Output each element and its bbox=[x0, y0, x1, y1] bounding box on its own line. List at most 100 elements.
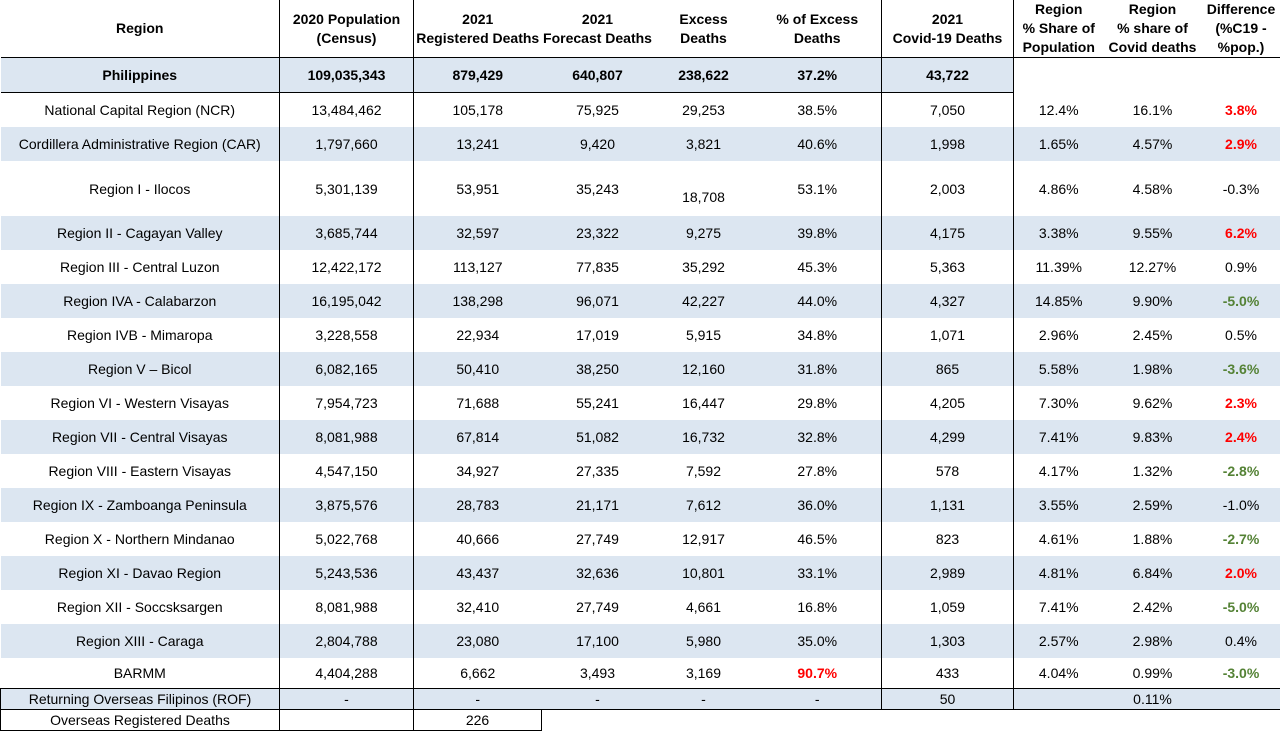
share-population: 4.04% bbox=[1014, 658, 1104, 689]
blank-2 bbox=[654, 710, 754, 731]
forecast-deaths: 27,749 bbox=[542, 590, 654, 624]
pct-excess: 44.0% bbox=[754, 284, 882, 318]
difference: 2.9% bbox=[1202, 127, 1280, 161]
covid-deaths: 1,071 bbox=[882, 318, 1014, 352]
share-covid: 12.27% bbox=[1104, 250, 1202, 284]
blank-7 bbox=[1202, 710, 1280, 731]
covid-deaths: 1,998 bbox=[882, 127, 1014, 161]
header-difference: Difference(%C19 -%pop.) bbox=[1202, 0, 1280, 58]
share-covid: 9.83% bbox=[1104, 420, 1202, 454]
difference: -5.0% bbox=[1202, 284, 1280, 318]
difference: 2.0% bbox=[1202, 556, 1280, 590]
share-population: 2.57% bbox=[1014, 624, 1104, 658]
forecast-deaths: 17,019 bbox=[542, 318, 654, 352]
registered-deaths: 32,410 bbox=[414, 590, 542, 624]
excess-deaths: 7,612 bbox=[654, 488, 754, 522]
blank-5 bbox=[1014, 710, 1104, 731]
registered-deaths: 50,410 bbox=[414, 352, 542, 386]
difference: 2.3% bbox=[1202, 386, 1280, 420]
pct-excess: 90.7% bbox=[754, 658, 882, 689]
covid-deaths: 4,327 bbox=[882, 284, 1014, 318]
region-name: Region VII - Central Visayas bbox=[1, 420, 280, 454]
covid-deaths: 2,003 bbox=[882, 161, 1014, 216]
covid-deaths: 7,050 bbox=[882, 93, 1014, 128]
forecast-deaths: 23,322 bbox=[542, 216, 654, 250]
registered-deaths: 71,688 bbox=[414, 386, 542, 420]
registered-deaths: 34,927 bbox=[414, 454, 542, 488]
population: 6,082,165 bbox=[280, 352, 414, 386]
share-covid: 1.98% bbox=[1104, 352, 1202, 386]
header-population: 2020 Population(Census) bbox=[280, 0, 414, 58]
excess-deaths: 10,801 bbox=[654, 556, 754, 590]
share-population: 4.61% bbox=[1014, 522, 1104, 556]
population: 3,685,744 bbox=[280, 216, 414, 250]
forecast-deaths: 55,241 bbox=[542, 386, 654, 420]
covid-deaths: 578 bbox=[882, 454, 1014, 488]
population: 3,228,558 bbox=[280, 318, 414, 352]
difference: 6.2% bbox=[1202, 216, 1280, 250]
registered-deaths: 13,241 bbox=[414, 127, 542, 161]
ph-registered: 879,429 bbox=[414, 58, 542, 93]
rof-population: - bbox=[280, 689, 414, 710]
ph-forecast: 640,807 bbox=[542, 58, 654, 93]
share-population: 14.85% bbox=[1014, 284, 1104, 318]
registered-deaths: 22,934 bbox=[414, 318, 542, 352]
share-covid: 2.45% bbox=[1104, 318, 1202, 352]
covid-deaths: 1,131 bbox=[882, 488, 1014, 522]
share-covid: 2.98% bbox=[1104, 624, 1202, 658]
population: 13,484,462 bbox=[280, 93, 414, 128]
excess-deaths: 12,160 bbox=[654, 352, 754, 386]
difference: -0.3% bbox=[1202, 161, 1280, 216]
pct-excess: 31.8% bbox=[754, 352, 882, 386]
region-name: Region V – Bicol bbox=[1, 352, 280, 386]
excess-deaths: 35,292 bbox=[654, 250, 754, 284]
population: 1,797,660 bbox=[280, 127, 414, 161]
region-name: Region XII - Soccsksargen bbox=[1, 590, 280, 624]
excess-deaths: 5,980 bbox=[654, 624, 754, 658]
population: 2,804,788 bbox=[280, 624, 414, 658]
difference: -3.6% bbox=[1202, 352, 1280, 386]
share-covid: 1.32% bbox=[1104, 454, 1202, 488]
rof-share-covid: 0.11% bbox=[1104, 689, 1202, 710]
difference: -2.7% bbox=[1202, 522, 1280, 556]
covid-deaths: 1,303 bbox=[882, 624, 1014, 658]
region-name: Region II - Cagayan Valley bbox=[1, 216, 280, 250]
covid-deaths: 2,989 bbox=[882, 556, 1014, 590]
rof-registered: - bbox=[414, 689, 542, 710]
difference: 3.8% bbox=[1202, 93, 1280, 128]
rof-region: Returning Overseas Filipinos (ROF) bbox=[1, 689, 280, 710]
region-name: Region X - Northern Mindanao bbox=[1, 522, 280, 556]
covid-deaths: 865 bbox=[882, 352, 1014, 386]
rof-share-pop bbox=[1014, 689, 1104, 710]
forecast-deaths: 32,636 bbox=[542, 556, 654, 590]
region-name: BARMM bbox=[1, 658, 280, 689]
blank-6 bbox=[1104, 710, 1202, 731]
region-name: Region VIII - Eastern Visayas bbox=[1, 454, 280, 488]
covid-deaths: 823 bbox=[882, 522, 1014, 556]
covid-deaths: 5,363 bbox=[882, 250, 1014, 284]
ph-population: 109,035,343 bbox=[280, 58, 414, 93]
blank-4 bbox=[882, 710, 1014, 731]
excess-deaths: 42,227 bbox=[654, 284, 754, 318]
share-population: 4.81% bbox=[1014, 556, 1104, 590]
registered-deaths: 138,298 bbox=[414, 284, 542, 318]
header-region: Region bbox=[1, 0, 280, 58]
ph-excess: 238,622 bbox=[654, 58, 754, 93]
rof-forecast: - bbox=[542, 689, 654, 710]
population: 8,081,988 bbox=[280, 590, 414, 624]
pct-excess: 35.0% bbox=[754, 624, 882, 658]
region-name: Region IX - Zamboanga Peninsula bbox=[1, 488, 280, 522]
pct-excess: 33.1% bbox=[754, 556, 882, 590]
forecast-deaths: 3,493 bbox=[542, 658, 654, 689]
excess-deaths: 4,661 bbox=[654, 590, 754, 624]
pct-excess: 34.8% bbox=[754, 318, 882, 352]
share-covid: 4.58% bbox=[1104, 161, 1202, 216]
